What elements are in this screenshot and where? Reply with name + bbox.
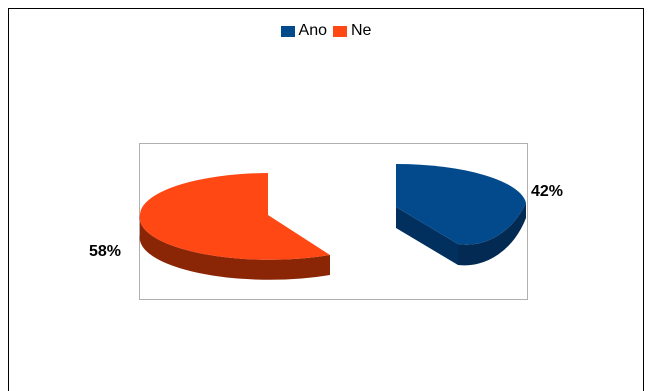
legend-swatch-ne [333, 25, 347, 37]
legend-swatch-ano [280, 25, 295, 37]
data-label-ano: 42% [531, 183, 564, 200]
pie-slice-ano-side-right [458, 203, 526, 266]
pie-slice-ne [139, 173, 330, 260]
legend: Ano Ne [0, 22, 652, 40]
pie-slice-ano [396, 163, 526, 245]
plot-area [139, 143, 528, 300]
legend-item-ano: Ano [280, 22, 327, 40]
legend-item-ne: Ne [333, 22, 371, 40]
chart-frame [8, 8, 644, 391]
legend-label-ne: Ne [351, 22, 372, 39]
legend-label-ano: Ano [298, 22, 327, 39]
data-label-ne: 58% [89, 243, 122, 260]
pie-slice-ne-side [139, 215, 330, 280]
pie-slice-ano-side-left [396, 207, 458, 265]
